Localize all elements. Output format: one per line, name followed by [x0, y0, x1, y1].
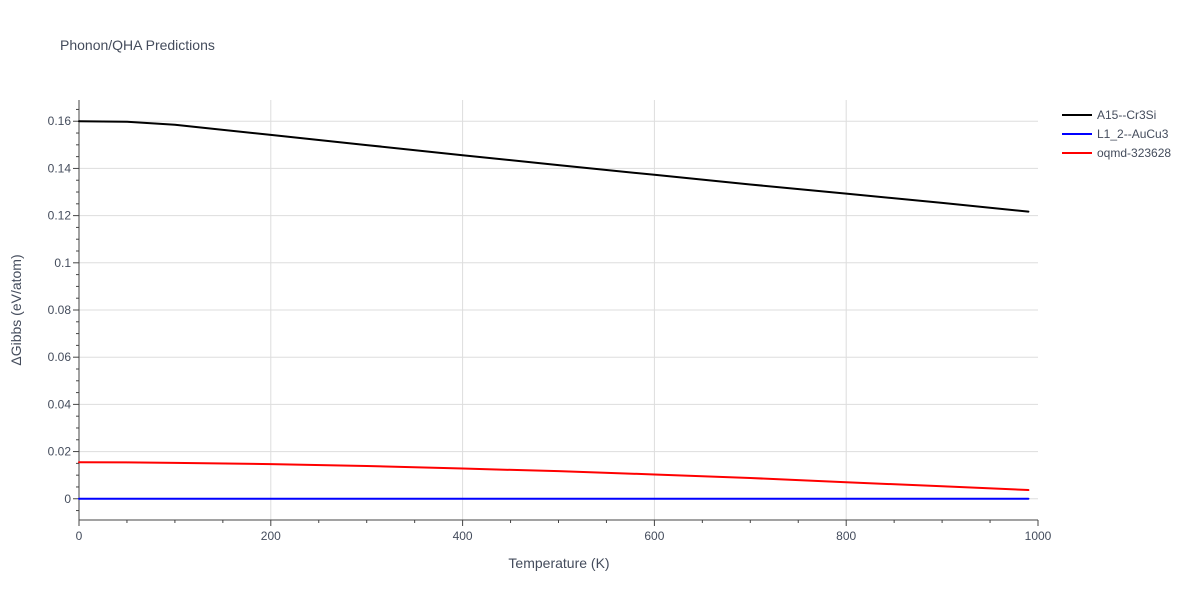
y-tick-label: 0.12 — [48, 209, 72, 223]
plot-area — [78, 120, 1030, 500]
chart-title: Phonon/QHA Predictions — [60, 37, 215, 53]
y-tick-label: 0 — [64, 492, 71, 506]
x-axis-title: Temperature (K) — [508, 555, 609, 571]
x-tick-label: 1000 — [1025, 529, 1052, 543]
axes: 0 200 400 600 800 1000 0 0.02 0.04 0.06 0.08 0.1 0.1… — [48, 100, 1052, 543]
legend-label: L1_2--AuCu3 — [1097, 127, 1169, 141]
legend-label: A15--Cr3Si — [1097, 108, 1156, 122]
x-tick-label: 600 — [644, 529, 664, 543]
legend-item[interactable]: oqmd-323628 — [1062, 146, 1171, 160]
legend-label: oqmd-323628 — [1097, 146, 1171, 160]
y-tick-label: 0.1 — [54, 256, 71, 270]
x-tick-label: 0 — [76, 529, 83, 543]
y-tick-label: 0.04 — [48, 397, 72, 411]
y-tick-label: 0.16 — [48, 114, 72, 128]
y-tick-label: 0.14 — [48, 161, 72, 175]
y-tick-label: 0.02 — [48, 445, 72, 459]
series-line-oqmd-323628 — [78, 461, 1030, 492]
legend-item[interactable]: A15--Cr3Si — [1062, 108, 1156, 122]
series-line-A15--Cr3Si — [78, 120, 1030, 213]
x-tick-label: 400 — [453, 529, 473, 543]
y-tick-label: 0.08 — [48, 303, 72, 317]
x-tick-label: 200 — [261, 529, 281, 543]
legend[interactable]: A15--Cr3Si L1_2--AuCu3 oqmd-323628 — [1062, 108, 1171, 160]
x-tick-label: 800 — [836, 529, 856, 543]
y-axis-title: ΔGibbs (eV/atom) — [8, 254, 24, 365]
y-tick-label: 0.06 — [48, 350, 72, 364]
legend-item[interactable]: L1_2--AuCu3 — [1062, 127, 1169, 141]
